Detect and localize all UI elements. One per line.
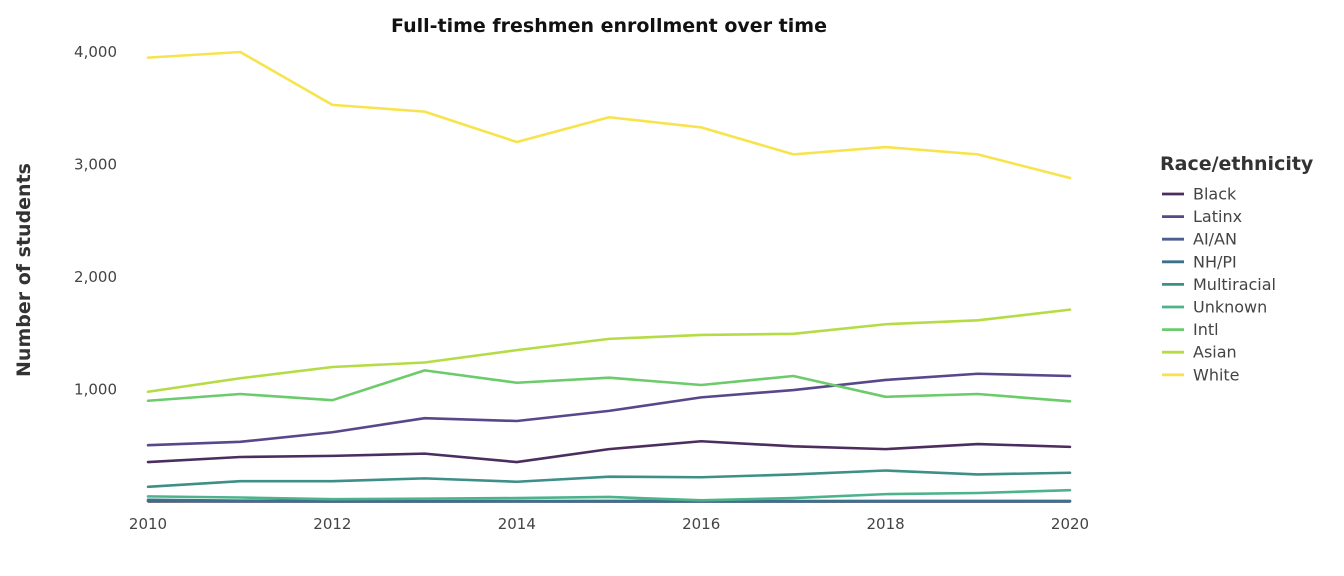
- legend-item-latinx: Latinx: [1162, 207, 1242, 226]
- series-line-asian: [146, 308, 1072, 394]
- series-lines: [146, 50, 1072, 503]
- legend-label-multiracial: Multiracial: [1193, 275, 1276, 294]
- y-tick-label-1: 2,000: [74, 268, 117, 286]
- legend-label-unknown: Unknown: [1193, 298, 1267, 317]
- legend-label-nh-pi: NH/PI: [1193, 252, 1237, 271]
- series-line-black: [146, 439, 1072, 464]
- legend-item-black: Black: [1162, 185, 1237, 204]
- legend-title: Race/ethnicity: [1160, 153, 1314, 175]
- legend-label-intl: Intl: [1193, 320, 1219, 339]
- legend-item-white: White: [1162, 365, 1240, 384]
- x-tick-label-1: 2012: [313, 515, 351, 533]
- y-tick-label-0: 1,000: [74, 381, 117, 399]
- y-axis-label: Number of students: [13, 163, 35, 377]
- legend: Race/ethnicity Black Latinx AI/AN NH/PI Mult…: [1160, 153, 1314, 384]
- y-tick-label-3: 4,000: [74, 43, 117, 61]
- legend-label-latinx: Latinx: [1193, 207, 1242, 226]
- x-tick-label-3: 2016: [682, 515, 720, 533]
- y-axis-ticks: 1,000 2,000 3,000 4,000: [74, 43, 117, 399]
- legend-label-black: Black: [1193, 185, 1237, 204]
- legend-label-ai-an: AI/AN: [1193, 230, 1237, 249]
- series-line-multiracial: [146, 469, 1072, 489]
- legend-item-multiracial: Multiracial: [1162, 275, 1276, 294]
- legend-item-unknown: Unknown: [1162, 298, 1267, 317]
- legend-label-asian: Asian: [1193, 343, 1237, 362]
- legend-item-nh-pi: NH/PI: [1162, 252, 1237, 271]
- series-line-latinx: [146, 372, 1072, 447]
- legend-item-ai-an: AI/AN: [1162, 230, 1237, 249]
- y-tick-label-2: 3,000: [74, 156, 117, 174]
- series-line-unknown: [146, 488, 1072, 502]
- series-line-intl: [146, 369, 1072, 403]
- x-tick-label-5: 2020: [1051, 515, 1089, 533]
- x-tick-label-2: 2014: [498, 515, 536, 533]
- legend-item-asian: Asian: [1162, 343, 1237, 362]
- legend-label-white: White: [1193, 365, 1240, 384]
- x-tick-label-0: 2010: [129, 515, 167, 533]
- chart-title: Full-time freshmen enrollment over time: [391, 15, 827, 37]
- series-line-white: [146, 50, 1072, 180]
- legend-item-intl: Intl: [1162, 320, 1219, 339]
- series-line-nh-pi: [146, 498, 1072, 503]
- x-tick-label-4: 2018: [867, 515, 905, 533]
- legend-items: Black Latinx AI/AN NH/PI Multiracial Unknown I…: [1162, 185, 1276, 384]
- x-axis-ticks: 2010 2012 2014 2016 2018 2020: [129, 515, 1089, 533]
